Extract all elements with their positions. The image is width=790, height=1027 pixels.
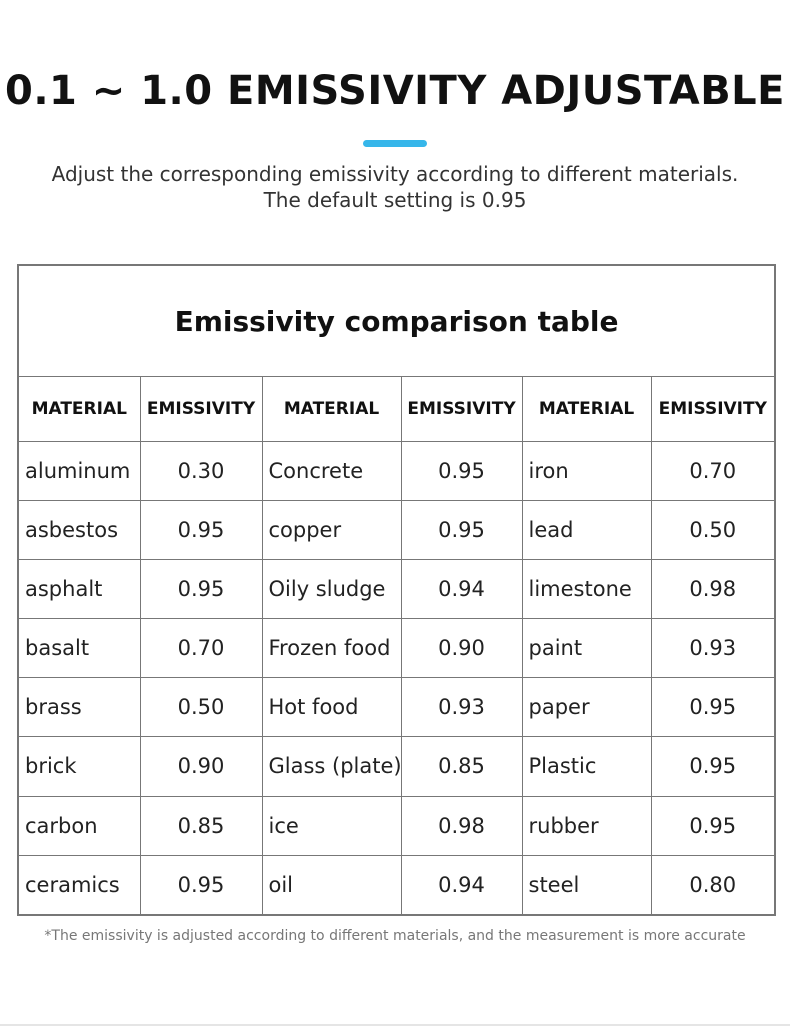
emissivity-cell: 0.98 (400, 795, 523, 856)
emissivity-cell: 0.90 (139, 736, 263, 797)
table-row: asphalt 0.95 Oily sludge 0.94 limestone 0.98 (17, 558, 776, 620)
emissivity-cell: 0.95 (400, 440, 523, 501)
material-cell: carbon (17, 795, 141, 856)
emissivity-cell: 0.85 (400, 736, 523, 797)
emissivity-cell: 0.98 (650, 558, 776, 620)
emissivity-cell: 0.50 (139, 677, 263, 738)
emissivity-cell: 0.80 (650, 854, 776, 916)
table-row: basalt 0.70 Frozen food 0.90 paint 0.93 (17, 618, 776, 679)
emissivity-cell: 0.94 (400, 854, 523, 916)
emissivity-cell: 0.95 (400, 499, 523, 560)
material-cell: asbestos (17, 499, 141, 560)
emissivity-cell: 0.95 (650, 677, 776, 738)
emissivity-cell: 0.85 (139, 795, 263, 856)
table-row: ceramics 0.95 oil 0.94 steel 0.80 (17, 854, 776, 916)
material-cell: oil (261, 854, 402, 916)
emissivity-cell: 0.70 (139, 618, 263, 679)
column-header: MATERIAL (17, 376, 141, 442)
table-row: brick 0.90 Glass (plate) 0.85 Plastic 0.95 (17, 736, 776, 797)
material-cell: Frozen food (261, 618, 402, 679)
material-cell: paper (521, 677, 652, 738)
material-cell: Concrete (261, 440, 402, 501)
column-header: MATERIAL (261, 376, 402, 442)
table-row: brass 0.50 Hot food 0.93 paper 0.95 (17, 677, 776, 738)
header-row: MATERIAL EMISSIVITY MATERIAL EMISSIVITY MATE… (17, 376, 776, 442)
column-header: EMISSIVITY (650, 376, 776, 442)
material-cell: Glass (plate) (261, 736, 402, 797)
accent-bar (363, 140, 427, 147)
material-cell: rubber (521, 795, 652, 856)
emissivity-cell: 0.95 (650, 795, 776, 856)
emissivity-cell: 0.93 (650, 618, 776, 679)
table-title: Emissivity comparison table (17, 264, 776, 378)
material-cell: asphalt (17, 558, 141, 620)
emissivity-cell: 0.90 (400, 618, 523, 679)
emissivity-cell: 0.95 (139, 499, 263, 560)
emissivity-cell: 0.50 (650, 499, 776, 560)
subtitle: Adjust the corresponding emissivity acco… (51, 162, 739, 186)
table-row: aluminum 0.30 Concrete 0.95 iron 0.70 (17, 440, 776, 501)
emissivity-cell: 0.70 (650, 440, 776, 501)
emissivity-cell: 0.30 (139, 440, 263, 501)
emissivity-table: Emissivity comparison table MATERIAL EMIS… (17, 264, 777, 916)
table-row: asbestos 0.95 copper 0.95 lead 0.50 (17, 499, 776, 560)
material-cell: Oily sludge (261, 558, 402, 620)
material-cell: basalt (17, 618, 141, 679)
material-cell: Plastic (521, 736, 652, 797)
bottom-rule (0, 1024, 790, 1026)
column-header: MATERIAL (521, 376, 652, 442)
subtitle: The default setting is 0.95 (263, 188, 527, 212)
material-cell: brass (17, 677, 141, 738)
material-cell: ceramics (17, 854, 141, 916)
material-cell: ice (261, 795, 402, 856)
column-header: EMISSIVITY (139, 376, 263, 442)
material-cell: iron (521, 440, 652, 501)
material-cell: steel (521, 854, 652, 916)
material-cell: copper (261, 499, 402, 560)
emissivity-cell: 0.95 (650, 736, 776, 797)
material-cell: limestone (521, 558, 652, 620)
table-body: Emissivity comparison table MATERIAL EMIS… (17, 264, 776, 916)
material-cell: lead (521, 499, 652, 560)
page-title: 0.1 ~ 1.0 EMISSIVITY ADJUSTABLE (4, 68, 785, 114)
material-cell: Hot food (261, 677, 402, 738)
emissivity-cell: 0.94 (400, 558, 523, 620)
footnote: *The emissivity is adjusted according to… (44, 928, 746, 944)
emissivity-cell: 0.93 (400, 677, 523, 738)
caption-row: Emissivity comparison table (17, 264, 776, 378)
material-cell: paint (521, 618, 652, 679)
material-cell: brick (17, 736, 141, 797)
column-header: EMISSIVITY (400, 376, 523, 442)
table-row: carbon 0.85 ice 0.98 rubber 0.95 (17, 795, 776, 856)
emissivity-cell: 0.95 (139, 558, 263, 620)
material-cell: aluminum (17, 440, 141, 501)
emissivity-cell: 0.95 (139, 854, 263, 916)
